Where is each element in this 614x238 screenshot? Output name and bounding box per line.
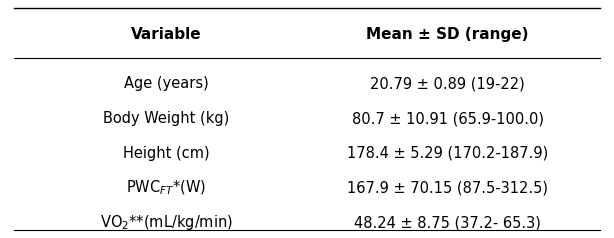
Text: 48.24 ± 8.75 (37.2- 65.3): 48.24 ± 8.75 (37.2- 65.3): [354, 215, 541, 230]
Text: PWC$_{FT}$*(W): PWC$_{FT}$*(W): [126, 179, 206, 197]
Text: Age (years): Age (years): [124, 76, 209, 91]
Text: Body Weight (kg): Body Weight (kg): [103, 111, 230, 126]
Text: Mean ± SD (range): Mean ± SD (range): [367, 27, 529, 42]
Text: 178.4 ± 5.29 (170.2-187.9): 178.4 ± 5.29 (170.2-187.9): [347, 146, 548, 161]
Text: 20.79 ± 0.89 (19-22): 20.79 ± 0.89 (19-22): [370, 76, 525, 91]
Text: Variable: Variable: [131, 27, 202, 42]
Text: VO$_{2}$**(mL/kg/min): VO$_{2}$**(mL/kg/min): [100, 213, 233, 233]
Text: Height (cm): Height (cm): [123, 146, 210, 161]
Text: 167.9 ± 70.15 (87.5-312.5): 167.9 ± 70.15 (87.5-312.5): [347, 181, 548, 196]
Text: 80.7 ± 10.91 (65.9-100.0): 80.7 ± 10.91 (65.9-100.0): [352, 111, 543, 126]
